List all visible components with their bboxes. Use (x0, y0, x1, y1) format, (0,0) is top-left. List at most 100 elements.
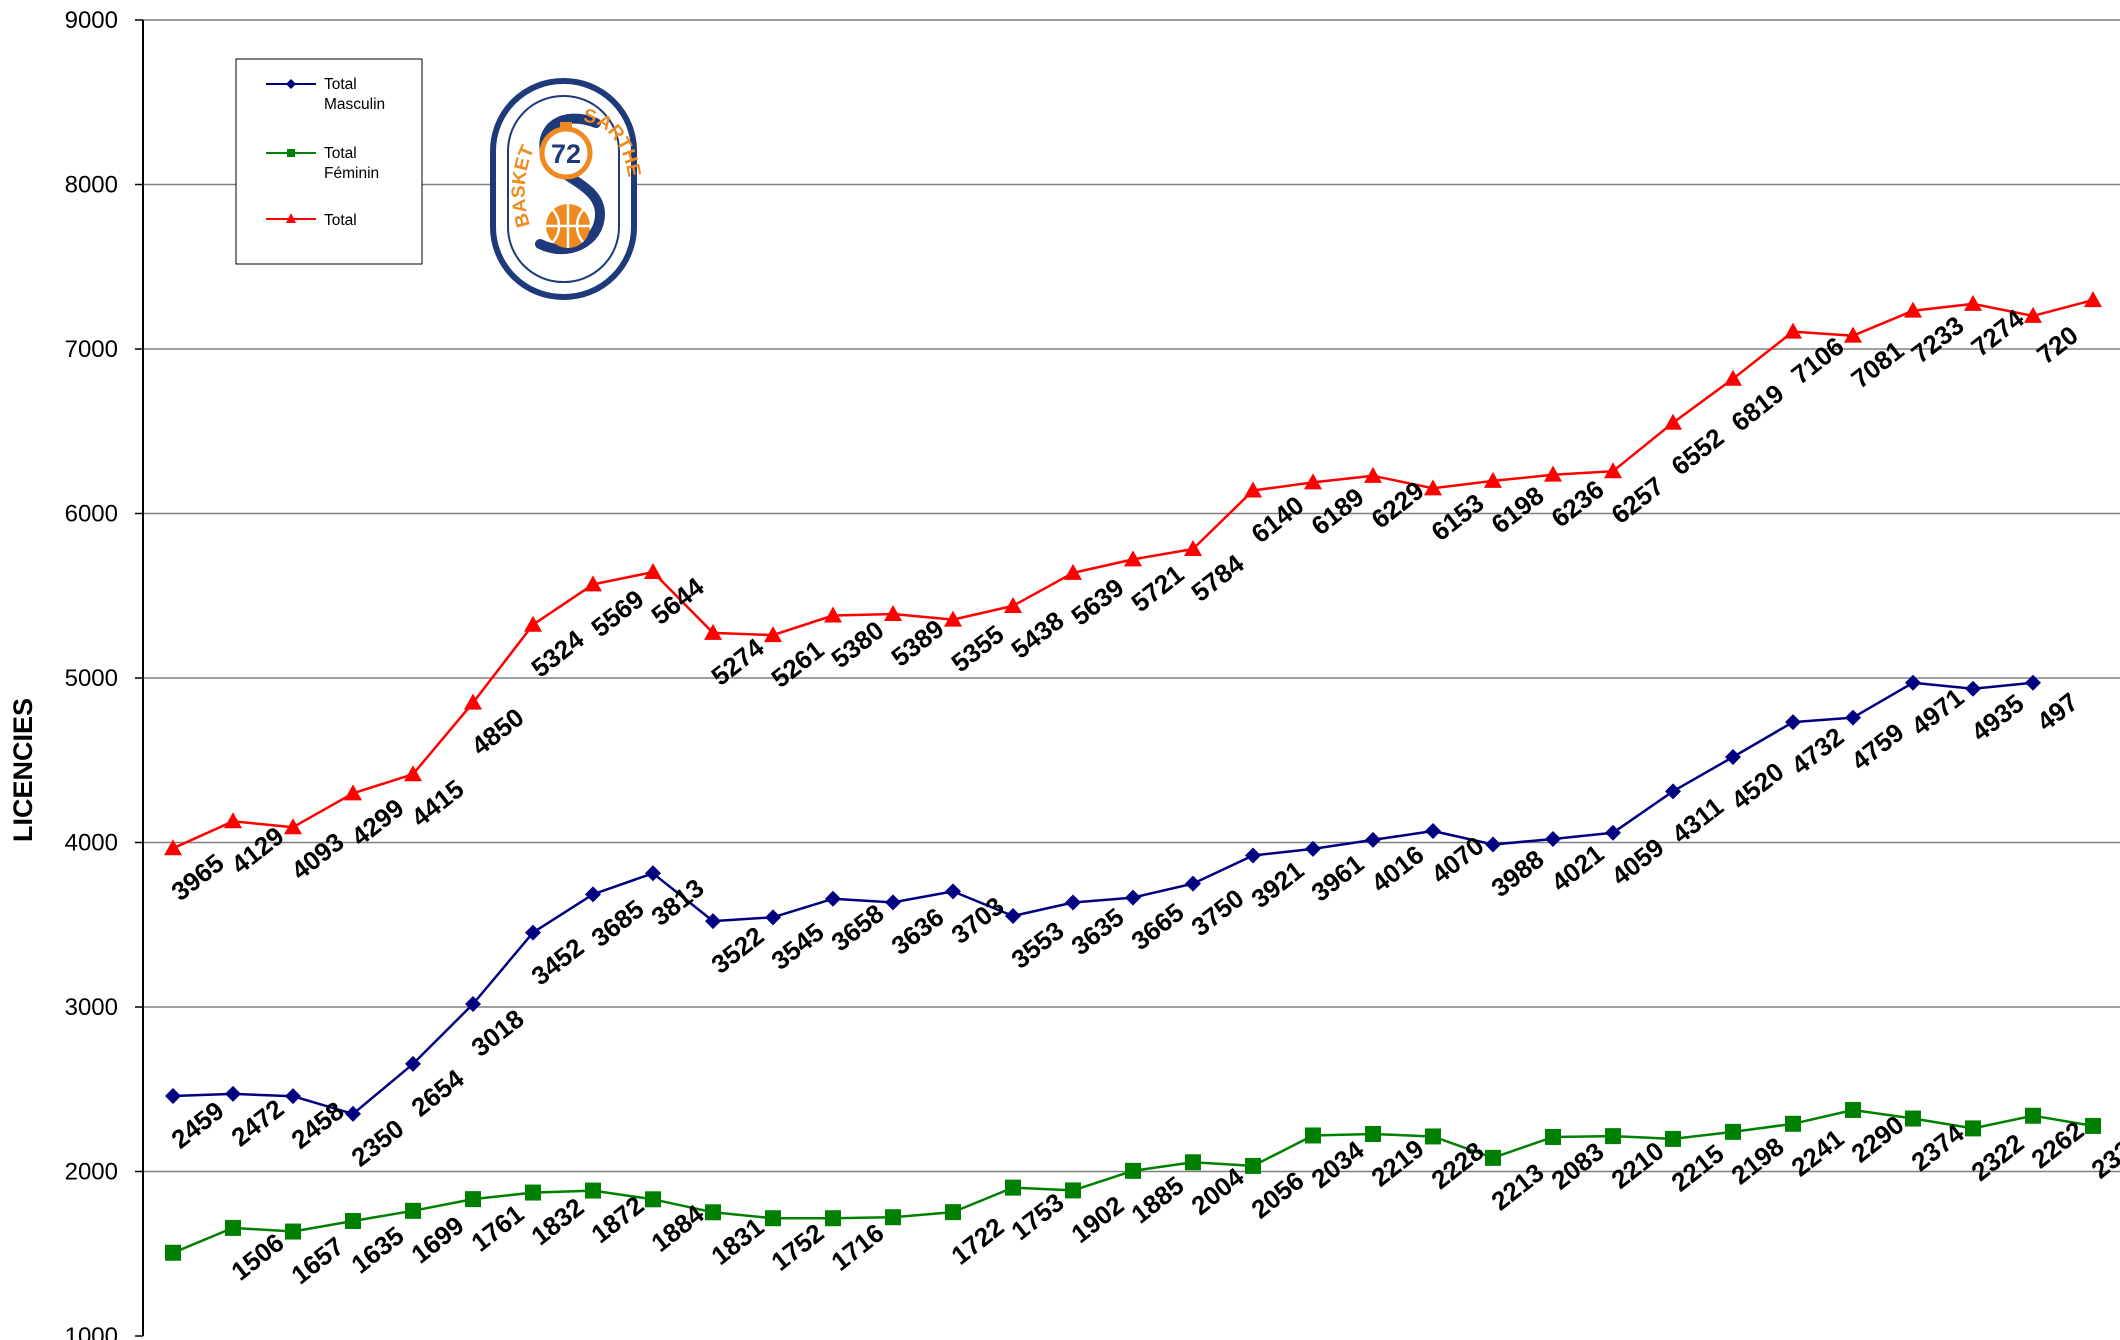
marker-diamond-27 (1785, 714, 1801, 731)
marker-diamond-26 (1725, 748, 1741, 765)
data-label-triangle-19: 6189 (1305, 482, 1369, 541)
ytick-label-7000: 7000 (65, 336, 118, 363)
marker-square-31 (2025, 1107, 2041, 1124)
logo-number: 72 (551, 139, 581, 169)
marker-square-29 (1905, 1110, 1921, 1127)
marker-diamond-24 (1605, 824, 1621, 841)
marker-triangle-32 (2084, 291, 2102, 308)
data-label-square-30: 2322 (1965, 1128, 2029, 1187)
data-label-square-11: 1716 (825, 1217, 889, 1276)
marker-square-7 (585, 1182, 601, 1199)
data-label-diamond-19: 3961 (1305, 848, 1369, 907)
basketball-seams (546, 204, 590, 248)
marker-square-22 (1485, 1149, 1501, 1166)
logo-stopwatch-knob (560, 122, 572, 130)
data-label-triangle-25: 6552 (1665, 422, 1729, 481)
marker-square-1 (225, 1219, 241, 1236)
data-label-triangle-0: 3965 (165, 848, 229, 907)
marker-triangle-6 (524, 615, 542, 632)
data-label-triangle-1: 4129 (225, 821, 289, 880)
data-label-diamond-18: 3921 (1245, 855, 1309, 914)
data-label-diamond-17: 3750 (1185, 883, 1249, 942)
legend: Total Masculin Total Féminin Total (235, 58, 423, 265)
data-label-square-15: 1902 (1065, 1190, 1129, 1249)
ytick-label-6000: 6000 (65, 501, 118, 528)
legend-box (235, 58, 423, 265)
marker-triangle-12 (884, 605, 902, 622)
data-label-square-5: 1761 (465, 1198, 529, 1257)
marker-square-32 (2085, 1117, 2101, 1134)
series-markers (164, 291, 2102, 1261)
data-label-triangle-21: 6153 (1425, 488, 1489, 547)
marker-triangle-2 (284, 818, 302, 835)
data-label-diamond-25: 4311 (1666, 791, 1729, 849)
legend-label-feminin-line1: Total (324, 145, 357, 162)
marker-diamond-5 (465, 996, 481, 1013)
data-label-triangle-13: 5355 (945, 619, 1009, 678)
marker-square-25 (1665, 1130, 1681, 1147)
data-label-diamond-5: 3018 (465, 1003, 529, 1062)
legend-label-total: Total (324, 212, 357, 229)
y-axis-label: LICENCIES (8, 698, 38, 842)
marker-square-16 (1125, 1162, 1141, 1179)
marker-diamond-18 (1245, 847, 1261, 864)
data-label-square-16: 1885 (1125, 1170, 1189, 1229)
marker-triangle-3 (344, 784, 362, 801)
marker-square-6 (525, 1184, 541, 1201)
data-label-diamond-15: 3635 (1065, 902, 1129, 961)
ytick-label-9000: 9000 (65, 7, 118, 34)
data-label-diamond-24: 4059 (1605, 832, 1669, 891)
marker-triangle-16 (1124, 550, 1142, 567)
data-label-triangle-9: 5274 (705, 632, 769, 692)
marker-triangle-23 (1544, 465, 1562, 482)
data-label-diamond-13: 3703 (945, 891, 1009, 950)
logo-inner-ring (507, 95, 620, 283)
marker-diamond-28 (1845, 709, 1861, 726)
data-label-square-23: 2083 (1545, 1136, 1609, 1195)
marker-diamond-12 (885, 894, 901, 911)
marker-square-28 (1845, 1101, 1861, 1118)
data-label-diamond-21: 4070 (1425, 830, 1489, 889)
data-label-triangle-27: 7106 (1785, 331, 1849, 390)
data-label-diamond-22: 3988 (1485, 844, 1549, 903)
marker-square-5 (465, 1191, 481, 1208)
marker-diamond-29 (1905, 674, 1921, 691)
data-label-diamond-4: 2654 (405, 1063, 469, 1123)
data-label-square-1: 1506 (225, 1227, 289, 1286)
marker-square-30 (1965, 1120, 1981, 1137)
data-label-triangle-2: 4093 (285, 826, 349, 885)
data-label-triangle-31: 720 (2031, 320, 2084, 370)
marker-square-26 (1725, 1123, 1741, 1140)
ytick-label-4000: 4000 (65, 830, 118, 857)
marker-triangle-7 (584, 575, 602, 592)
data-label-diamond-14: 3553 (1005, 915, 1069, 974)
data-labels: 2459247224582350265430183452368538133522… (165, 303, 2120, 1290)
marker-square-19 (1305, 1127, 1321, 1144)
data-label-triangle-5: 4850 (465, 702, 529, 761)
data-label-diamond-27: 4732 (1785, 721, 1849, 780)
marker-diamond-22 (1485, 836, 1501, 853)
marker-square-10 (765, 1210, 781, 1227)
data-label-triangle-4: 4415 (405, 774, 469, 833)
marker-diamond-0 (165, 1087, 181, 1104)
marker-square-8 (645, 1191, 661, 1208)
marker-diamond-3 (345, 1105, 361, 1122)
data-label-triangle-29: 7233 (1905, 310, 1969, 369)
data-label-square-9: 1831 (705, 1212, 769, 1271)
data-label-triangle-11: 5380 (825, 615, 889, 674)
marker-triangle-15 (1064, 563, 1082, 580)
marker-square-14 (1005, 1179, 1021, 1196)
data-label-square-27: 2241 (1785, 1123, 1849, 1182)
marker-diamond-4 (405, 1055, 421, 1072)
data-label-diamond-8: 3813 (645, 873, 709, 932)
marker-triangle-10 (764, 626, 782, 643)
marker-triangle-26 (1724, 369, 1742, 386)
marker-diamond-2 (285, 1088, 301, 1105)
data-label-diamond-1: 2472 (225, 1093, 289, 1152)
data-label-square-25: 2215 (1665, 1138, 1729, 1197)
marker-diamond-10 (765, 909, 781, 926)
legend-label-masculin-line1: Total (324, 76, 357, 93)
data-label-triangle-30: 7274 (1965, 303, 2029, 363)
marker-diamond-16 (1125, 889, 1141, 906)
marker-triangle-25 (1664, 413, 1682, 430)
